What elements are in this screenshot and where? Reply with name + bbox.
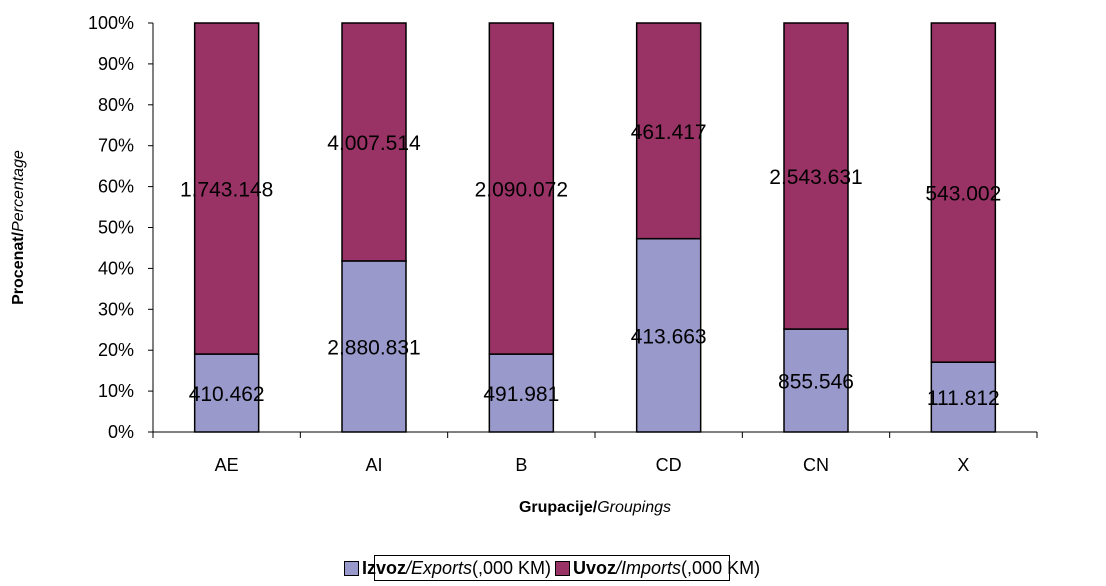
y-tick-label: 80%: [98, 95, 134, 115]
y-tick-label: 100%: [88, 13, 134, 33]
bar-imports-X: [930, 22, 997, 363]
bar-exports-X: [930, 361, 997, 433]
y-tick-label: 10%: [98, 381, 134, 401]
x-axis: AE AI B CD CN X: [152, 431, 1038, 475]
bar-imports-AE: [193, 22, 260, 355]
y-tick-label: 30%: [98, 299, 134, 319]
data-label-exports-CD: 413.663: [631, 325, 707, 348]
legend-exports-italic: /Exports: [405, 557, 472, 578]
data-label-imports-CD: 461.417: [631, 121, 707, 144]
data-label-imports-AE: 1.743.148: [180, 179, 273, 202]
bar-imports-AI: [341, 22, 407, 262]
data-label-exports-AI: 2.880.831: [327, 336, 420, 359]
legend-exports-unit: (,000 KM): [471, 557, 552, 578]
legend: Izvoz/Exports (,000 KM) Uvoz/Imports (,0…: [343, 555, 760, 581]
data-label-exports-AE: 410.462: [189, 383, 265, 406]
y-tick-label: 40%: [98, 258, 134, 278]
data-label-imports-X: 543.002: [925, 183, 1001, 206]
x-tick-label: CD: [656, 455, 682, 475]
x-axis-title: Grupacije/Groupings: [519, 499, 671, 516]
x-axis-title-italic: Groupings: [597, 499, 671, 516]
bar-imports-CD: [635, 22, 702, 240]
legend-exports-bold: Izvoz: [361, 557, 406, 578]
y-axis-title-italic: Percentage: [10, 150, 27, 232]
data-labels: 410.462 1.743.148 2.880.831 4.007.514 491.98…: [180, 121, 1001, 410]
y-tick-label: 60%: [98, 177, 134, 197]
bar-exports-CD: [635, 237, 702, 433]
legend-item-imports: Uvoz/Imports (,000 KM): [555, 558, 760, 579]
y-tick-label: 70%: [98, 136, 134, 156]
data-label-imports-B: 2.090.072: [475, 179, 568, 202]
y-axis-title-bold: Procenat/: [10, 231, 27, 304]
x-tick-label: AI: [365, 455, 382, 475]
bar-imports-B: [488, 22, 555, 355]
x-axis-title-bold: Grupacije/: [519, 499, 598, 516]
y-tick-label: 0%: [108, 422, 134, 442]
data-label-exports-X: 111.812: [927, 387, 1000, 410]
data-label-exports-B: 491.981: [483, 383, 559, 406]
x-tick-label: AE: [215, 455, 239, 475]
legend-swatch-exports: [343, 560, 359, 576]
y-axis-title: Procenat/Percentage: [10, 150, 27, 305]
data-label-imports-CN: 2.543.631: [769, 166, 862, 189]
bar-imports-CN: [783, 22, 849, 330]
legend-imports-bold: Uvoz: [573, 557, 617, 578]
bars: [193, 22, 997, 433]
legend-item-exports: Izvoz/Exports (,000 KM): [343, 557, 552, 579]
x-tick-label: CN: [803, 455, 829, 475]
bar-exports-AE: [193, 353, 260, 433]
x-tick-label: X: [957, 455, 969, 475]
x-tick-label: B: [515, 455, 527, 475]
legend-swatch-imports: [555, 560, 571, 576]
y-tick-label: 90%: [98, 54, 134, 74]
data-label-exports-CN: 855.546: [778, 371, 854, 394]
y-axis: 0% 10% 20% 30% 40% 50% 60% 70% 80% 90% 100%: [88, 13, 154, 442]
y-tick-label: 50%: [98, 218, 134, 238]
data-label-imports-AI: 4.007.514: [327, 132, 421, 155]
legend-imports-unit: (,000 KM): [681, 557, 761, 578]
y-tick-label: 20%: [98, 340, 134, 360]
legend-imports-italic: /Imports: [616, 557, 682, 578]
